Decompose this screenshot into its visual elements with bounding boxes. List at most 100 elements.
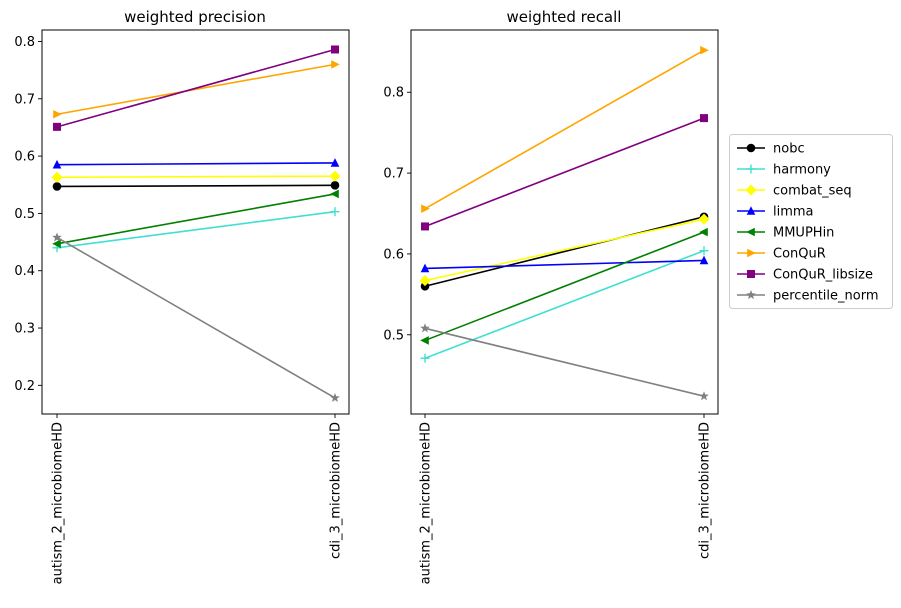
legend-entry-percentile-norm: percentile_norm <box>737 289 879 304</box>
precision-point-nobc <box>52 182 62 191</box>
precision-point-conqur-libsize <box>53 122 61 131</box>
precision-xtick-label: autism_2_microbiomeHD <box>51 422 66 584</box>
precision-line-nobc <box>56 184 336 188</box>
recall-series-mmuphin <box>420 227 708 345</box>
recall-ytick-label: 0.6 <box>383 247 404 262</box>
precision-line-limma <box>56 162 336 166</box>
legend-label: ConQuR <box>773 247 826 262</box>
legend-entry-mmuphin: MMUPHin <box>737 226 834 241</box>
recall-point-percentile-norm <box>420 323 430 333</box>
legend-entry-conqur-libsize: ConQuR_libsize <box>737 268 873 283</box>
recall-axes-frame <box>410 29 719 415</box>
recall-series-conqur <box>421 45 709 213</box>
recall-xtick-label: autism_2_microbiomeHD <box>419 422 434 584</box>
legend-entry-harmony: harmony <box>737 163 831 178</box>
legend-marker-limma <box>746 206 756 215</box>
legend-marker-nobc <box>746 143 756 153</box>
precision-point-conqur <box>53 109 62 119</box>
precision-point-percentile-norm <box>330 392 340 402</box>
recall-point-limma <box>699 255 709 265</box>
recall-point-conqur <box>700 45 709 55</box>
recall-point-nobc <box>420 281 430 291</box>
recall-point-mmuphin <box>699 227 708 237</box>
legend-marker-conqur <box>747 248 756 258</box>
legend-label: combat_seq <box>773 184 852 199</box>
recall-point-conqur-libsize <box>421 222 429 231</box>
recall-panel: weighted recall 0.5 0.6 0.7 0.8 autism_2_mic… <box>383 8 719 584</box>
legend-marker-harmony <box>746 164 756 174</box>
precision-series-nobc <box>52 181 340 191</box>
precision-ytick-label: 0.3 <box>14 322 35 337</box>
recall-line-combat-seq <box>424 218 705 282</box>
precision-point-mmuphin <box>330 189 339 199</box>
precision-line-combat-seq <box>56 175 336 179</box>
legend-label: nobc <box>773 142 805 157</box>
precision-point-limma <box>330 158 340 167</box>
recall-ytick-label: 0.8 <box>383 86 404 101</box>
precision-title: weighted precision <box>124 8 266 26</box>
precision-series-harmony <box>52 207 340 253</box>
precision-point-combat-seq <box>329 170 341 182</box>
precision-ytick-label: 0.7 <box>14 92 35 107</box>
precision-series-limma <box>52 158 340 169</box>
precision-line-conqur-libsize <box>56 48 336 128</box>
precision-line-harmony <box>56 210 336 249</box>
precision-point-nobc <box>330 181 340 190</box>
precision-line-mmuphin <box>56 193 336 245</box>
recall-point-combat-seq <box>419 275 431 287</box>
recall-series-limma <box>420 255 709 273</box>
precision-series-conqur-libsize <box>53 45 339 131</box>
precision-ytick-label: 0.2 <box>14 379 35 394</box>
precision-point-harmony <box>330 207 340 217</box>
recall-ytick-label: 0.7 <box>383 167 404 182</box>
precision-point-conqur <box>331 60 340 69</box>
recall-point-conqur-libsize <box>700 114 708 123</box>
recall-line-conqur-libsize <box>424 117 705 228</box>
recall-point-mmuphin <box>420 336 429 345</box>
legend-marker-mmuphin <box>746 227 755 237</box>
legend-entry-nobc: nobc <box>737 142 805 157</box>
recall-title: weighted recall <box>507 8 622 26</box>
precision-line-percentile-norm <box>56 236 336 399</box>
recall-line-nobc <box>424 215 705 288</box>
recall-point-harmony <box>699 246 709 256</box>
recall-series-percentile-norm <box>420 323 709 401</box>
legend-entry-combat-seq: combat_seq <box>737 184 852 199</box>
precision-point-mmuphin <box>52 239 61 249</box>
recall-point-combat-seq <box>698 213 710 225</box>
recall-point-harmony <box>420 353 430 363</box>
legend-box <box>729 134 893 309</box>
precision-point-conqur-libsize <box>331 45 339 54</box>
recall-xtick-label: cdi_3_microbiomeHD <box>698 422 713 559</box>
legend-entry-limma: limma <box>737 205 814 220</box>
recall-point-percentile-norm <box>699 391 709 401</box>
precision-point-combat-seq <box>51 171 63 183</box>
precision-series-percentile-norm <box>52 232 340 402</box>
legend-entry-conqur: ConQuR <box>737 247 826 262</box>
precision-ytick-label: 0.5 <box>14 207 35 222</box>
precision-series-mmuphin <box>52 189 339 249</box>
legend-label: percentile_norm <box>773 289 879 304</box>
recall-point-conqur <box>421 204 430 213</box>
legend-label: harmony <box>773 163 831 178</box>
recall-point-limma <box>420 263 430 273</box>
legend-label: MMUPHin <box>773 226 834 241</box>
recall-series-combat-seq <box>419 213 710 287</box>
precision-point-limma <box>52 159 62 169</box>
precision-line-conqur <box>56 63 336 116</box>
precision-ytick-label: 0.4 <box>14 264 35 279</box>
recall-ytick-label: 0.5 <box>383 328 404 343</box>
precision-xtick-label: cdi_3_microbiomeHD <box>329 422 344 559</box>
recall-line-percentile-norm <box>424 327 705 397</box>
legend-marker-percentile-norm <box>746 290 756 300</box>
precision-ytick-label: 0.6 <box>14 150 35 165</box>
legend-marker-combat-seq <box>745 184 757 196</box>
legend-label: ConQuR_libsize <box>773 268 873 283</box>
legend-marker-conqur-libsize <box>747 270 755 278</box>
precision-ytick-label: 0.8 <box>14 35 35 50</box>
precision-panel: weighted precision 0.2 0.3 0.4 0.5 0.6 0.7 0.8… <box>14 8 350 584</box>
precision-series-conqur <box>53 60 340 119</box>
recall-line-mmuphin <box>424 231 705 342</box>
